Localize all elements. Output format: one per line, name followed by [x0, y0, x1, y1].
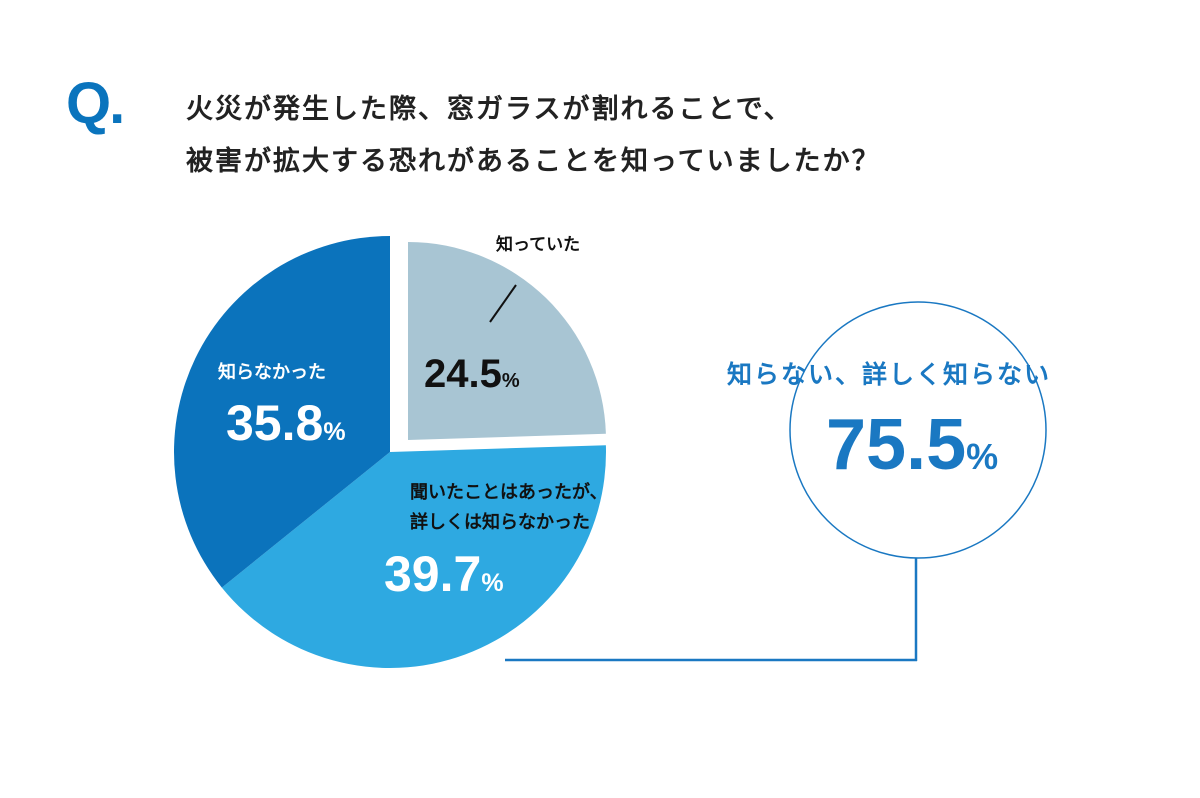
- value-heard-not-detail: 39.7%: [384, 546, 504, 602]
- slice-knew: [408, 242, 606, 440]
- label-did-not-know: 知らなかった: [218, 362, 326, 383]
- summary-value: 75.5%: [826, 405, 999, 485]
- slice-heard-not-detail: [221, 445, 606, 668]
- question-line-2: 被害が拡大する恐れがあることを知っていましたか？: [186, 146, 881, 177]
- label-line-1: 聞いたことはあったが、: [410, 482, 608, 503]
- leader-line-knew: [489, 284, 517, 323]
- question-line-1: 火災が発生した際、窓ガラスが割れることで、: [186, 94, 793, 125]
- label-heard-not-detail: 聞いたことはあったが、 詳しくは知らなかった: [410, 478, 608, 538]
- question-title: 火災が発生した際、窓ガラスが割れることで、 被害が拡大する恐れがあることを知って…: [186, 84, 881, 188]
- q-mark: Q.: [66, 71, 125, 136]
- slice-did-not-know: [174, 236, 390, 588]
- value-knew: 24.5%: [424, 352, 520, 396]
- label-knew: 知っていた: [496, 235, 581, 255]
- label-line-2: 詳しくは知らなかった: [410, 512, 590, 533]
- summary-label: 知らない、詳しく知らない: [727, 360, 1052, 389]
- summary-circle: [789, 301, 1047, 559]
- value-did-not-know: 35.8%: [226, 395, 346, 451]
